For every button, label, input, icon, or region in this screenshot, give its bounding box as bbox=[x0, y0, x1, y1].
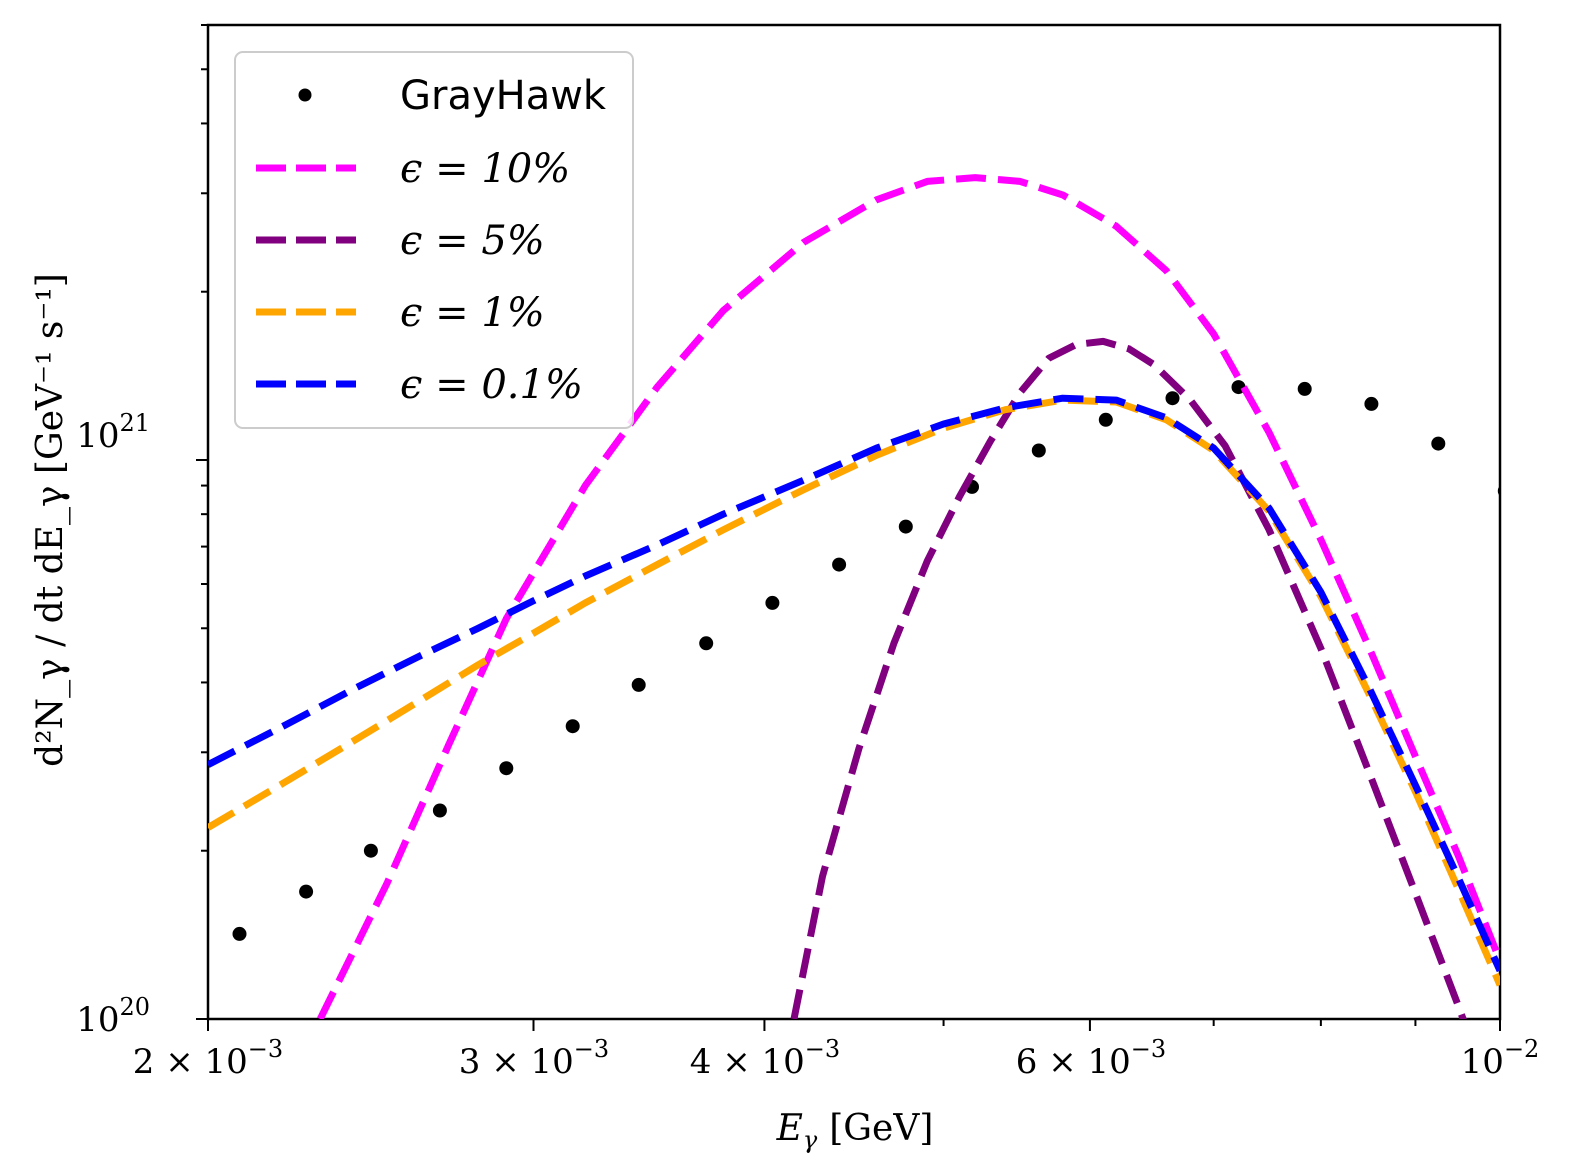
legend: GrayHawk ϵ = 10% ϵ = 5% ϵ = 1% ϵ = 0.1% bbox=[234, 51, 634, 429]
grayhawk-data-point bbox=[631, 677, 646, 692]
x-tick-labels: 2 × 10−3 3 × 10−3 4 × 10−3 6 × 10−3 10−2 bbox=[133, 1035, 1540, 1082]
legend-label-eps-10: ϵ = 10% bbox=[400, 146, 570, 192]
grayhawk-data-point bbox=[299, 884, 314, 899]
y-tick-labels: 1020 1021 bbox=[76, 409, 150, 1040]
legend-label-eps-1: ϵ = 1% bbox=[400, 290, 545, 336]
grayhawk-data-point bbox=[499, 761, 514, 776]
grayhawk-data-point bbox=[565, 719, 580, 734]
grayhawk-data-point bbox=[832, 557, 847, 572]
grayhawk-data-point bbox=[1497, 485, 1500, 497]
axis-ticks bbox=[196, 24, 1501, 1031]
grayhawk-data-point bbox=[1031, 443, 1046, 458]
grayhawk-data-point bbox=[898, 519, 913, 534]
x-tick-label: 6 × 10−3 bbox=[1016, 1035, 1166, 1082]
legend-label-grayhawk: GrayHawk bbox=[400, 73, 607, 119]
series-line-eps-0-1 bbox=[208, 394, 1500, 973]
x-tick-label: 2 × 10−3 bbox=[133, 1035, 283, 1082]
x-tick-label: 4 × 10−3 bbox=[690, 1035, 840, 1082]
y-tick-label: 1020 bbox=[76, 993, 150, 1040]
legend-label-eps-0-1: ϵ = 0.1% bbox=[400, 362, 583, 408]
x-axis-label: Eγ [GeV] bbox=[776, 1108, 934, 1154]
grayhawk-data-point bbox=[1098, 412, 1113, 427]
series-line-eps-10 bbox=[317, 174, 1500, 1019]
x-tick-label: 3 × 10−3 bbox=[459, 1035, 609, 1082]
legend-label-eps-5: ϵ = 5% bbox=[400, 218, 545, 264]
y-axis-label: d²N_γ / dt dE_γ [GeV⁻¹ s⁻¹] bbox=[30, 273, 71, 767]
series-line-eps-1 bbox=[208, 396, 1500, 987]
legend-box bbox=[234, 51, 634, 429]
x-tick-label: 10−2 bbox=[1461, 1035, 1540, 1082]
grayhawk-data-point bbox=[1364, 396, 1379, 411]
grayhawk-data-point bbox=[1165, 391, 1180, 406]
series-line-eps-5 bbox=[790, 337, 1467, 1019]
plot-frame bbox=[206, 23, 1502, 1021]
grayhawk-data-point bbox=[363, 843, 378, 858]
series-layer bbox=[208, 174, 1500, 1019]
legend-marker-grayhawk bbox=[298, 88, 312, 102]
grayhawk-data-point bbox=[699, 636, 714, 651]
grayhawk-data-point bbox=[432, 803, 447, 818]
grayhawk-data-point bbox=[1431, 436, 1446, 451]
y-tick-label: 1021 bbox=[76, 409, 150, 456]
grayhawk-data-point bbox=[765, 595, 780, 610]
grayhawk-data-point bbox=[1297, 381, 1312, 396]
grayhawk-data-point bbox=[232, 926, 247, 941]
